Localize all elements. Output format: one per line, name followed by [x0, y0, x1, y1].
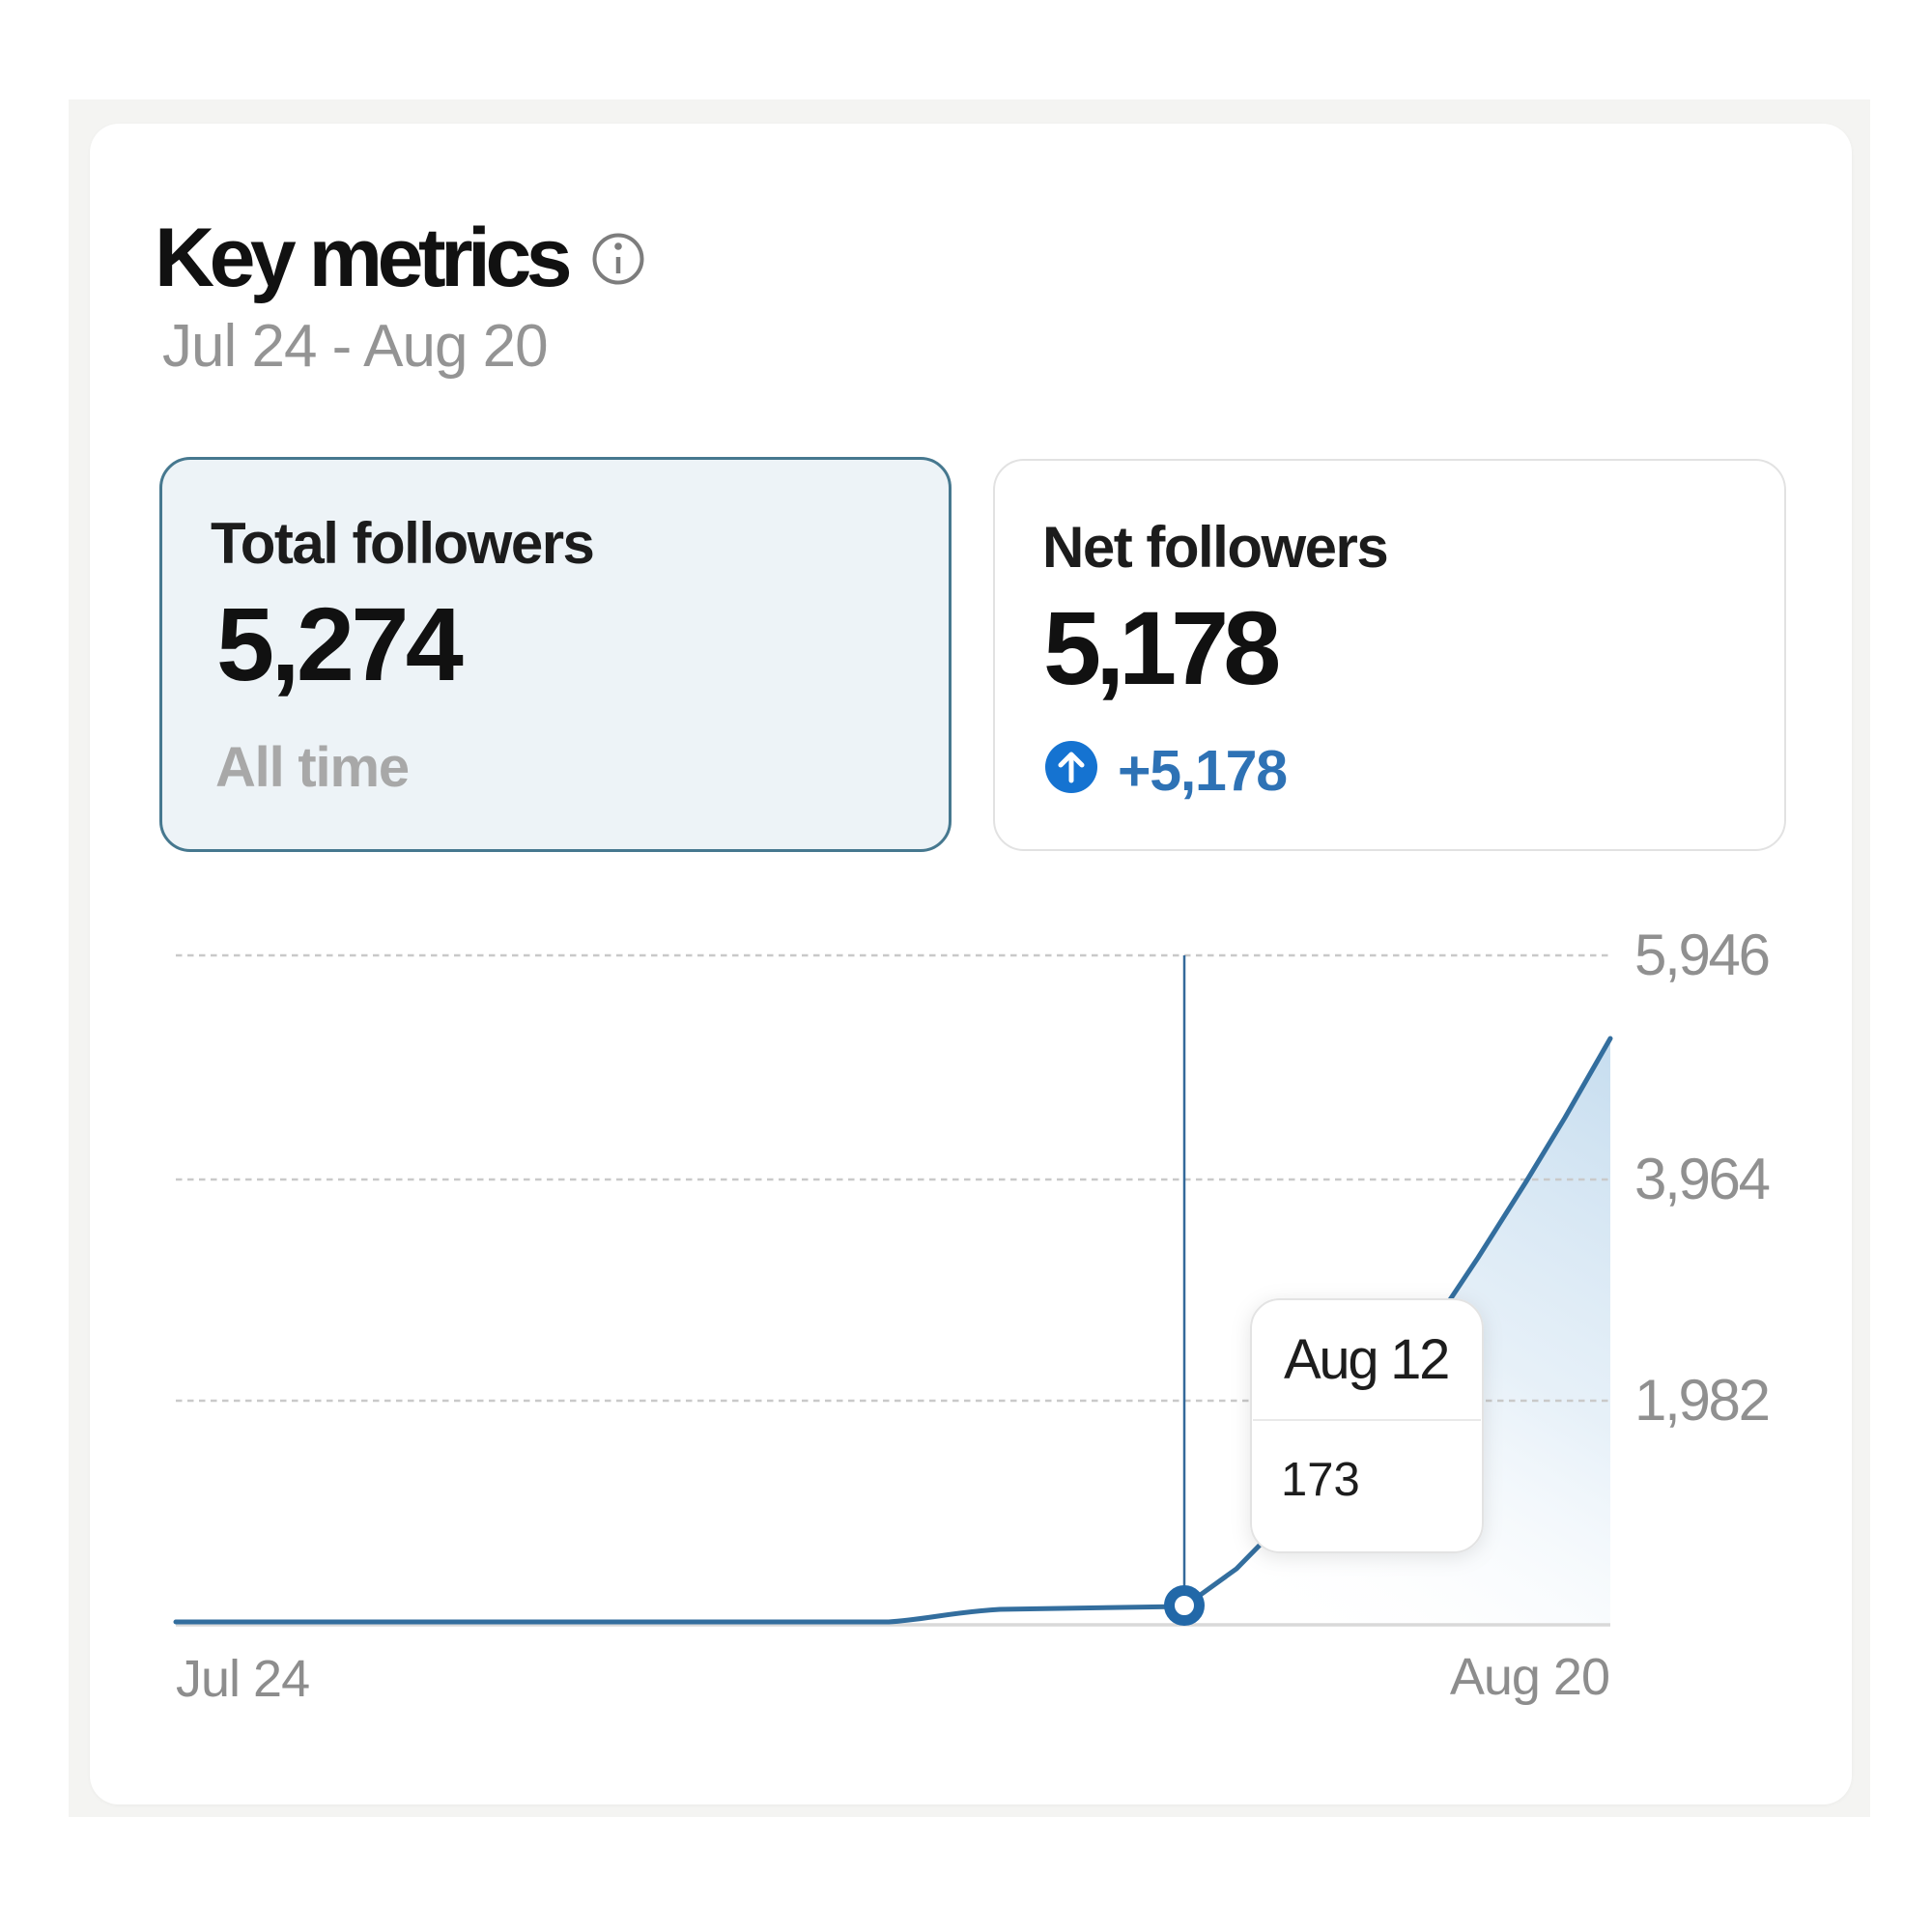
svg-text:5,946: 5,946 [1634, 923, 1769, 987]
svg-text:Jul 24: Jul 24 [176, 1650, 309, 1708]
svg-text:1,982: 1,982 [1634, 1368, 1769, 1433]
svg-text:Aug 20: Aug 20 [1450, 1648, 1609, 1706]
svg-text:Aug 12: Aug 12 [1284, 1328, 1448, 1391]
svg-text:3,964: 3,964 [1634, 1147, 1770, 1211]
svg-text:173: 173 [1281, 1454, 1360, 1506]
